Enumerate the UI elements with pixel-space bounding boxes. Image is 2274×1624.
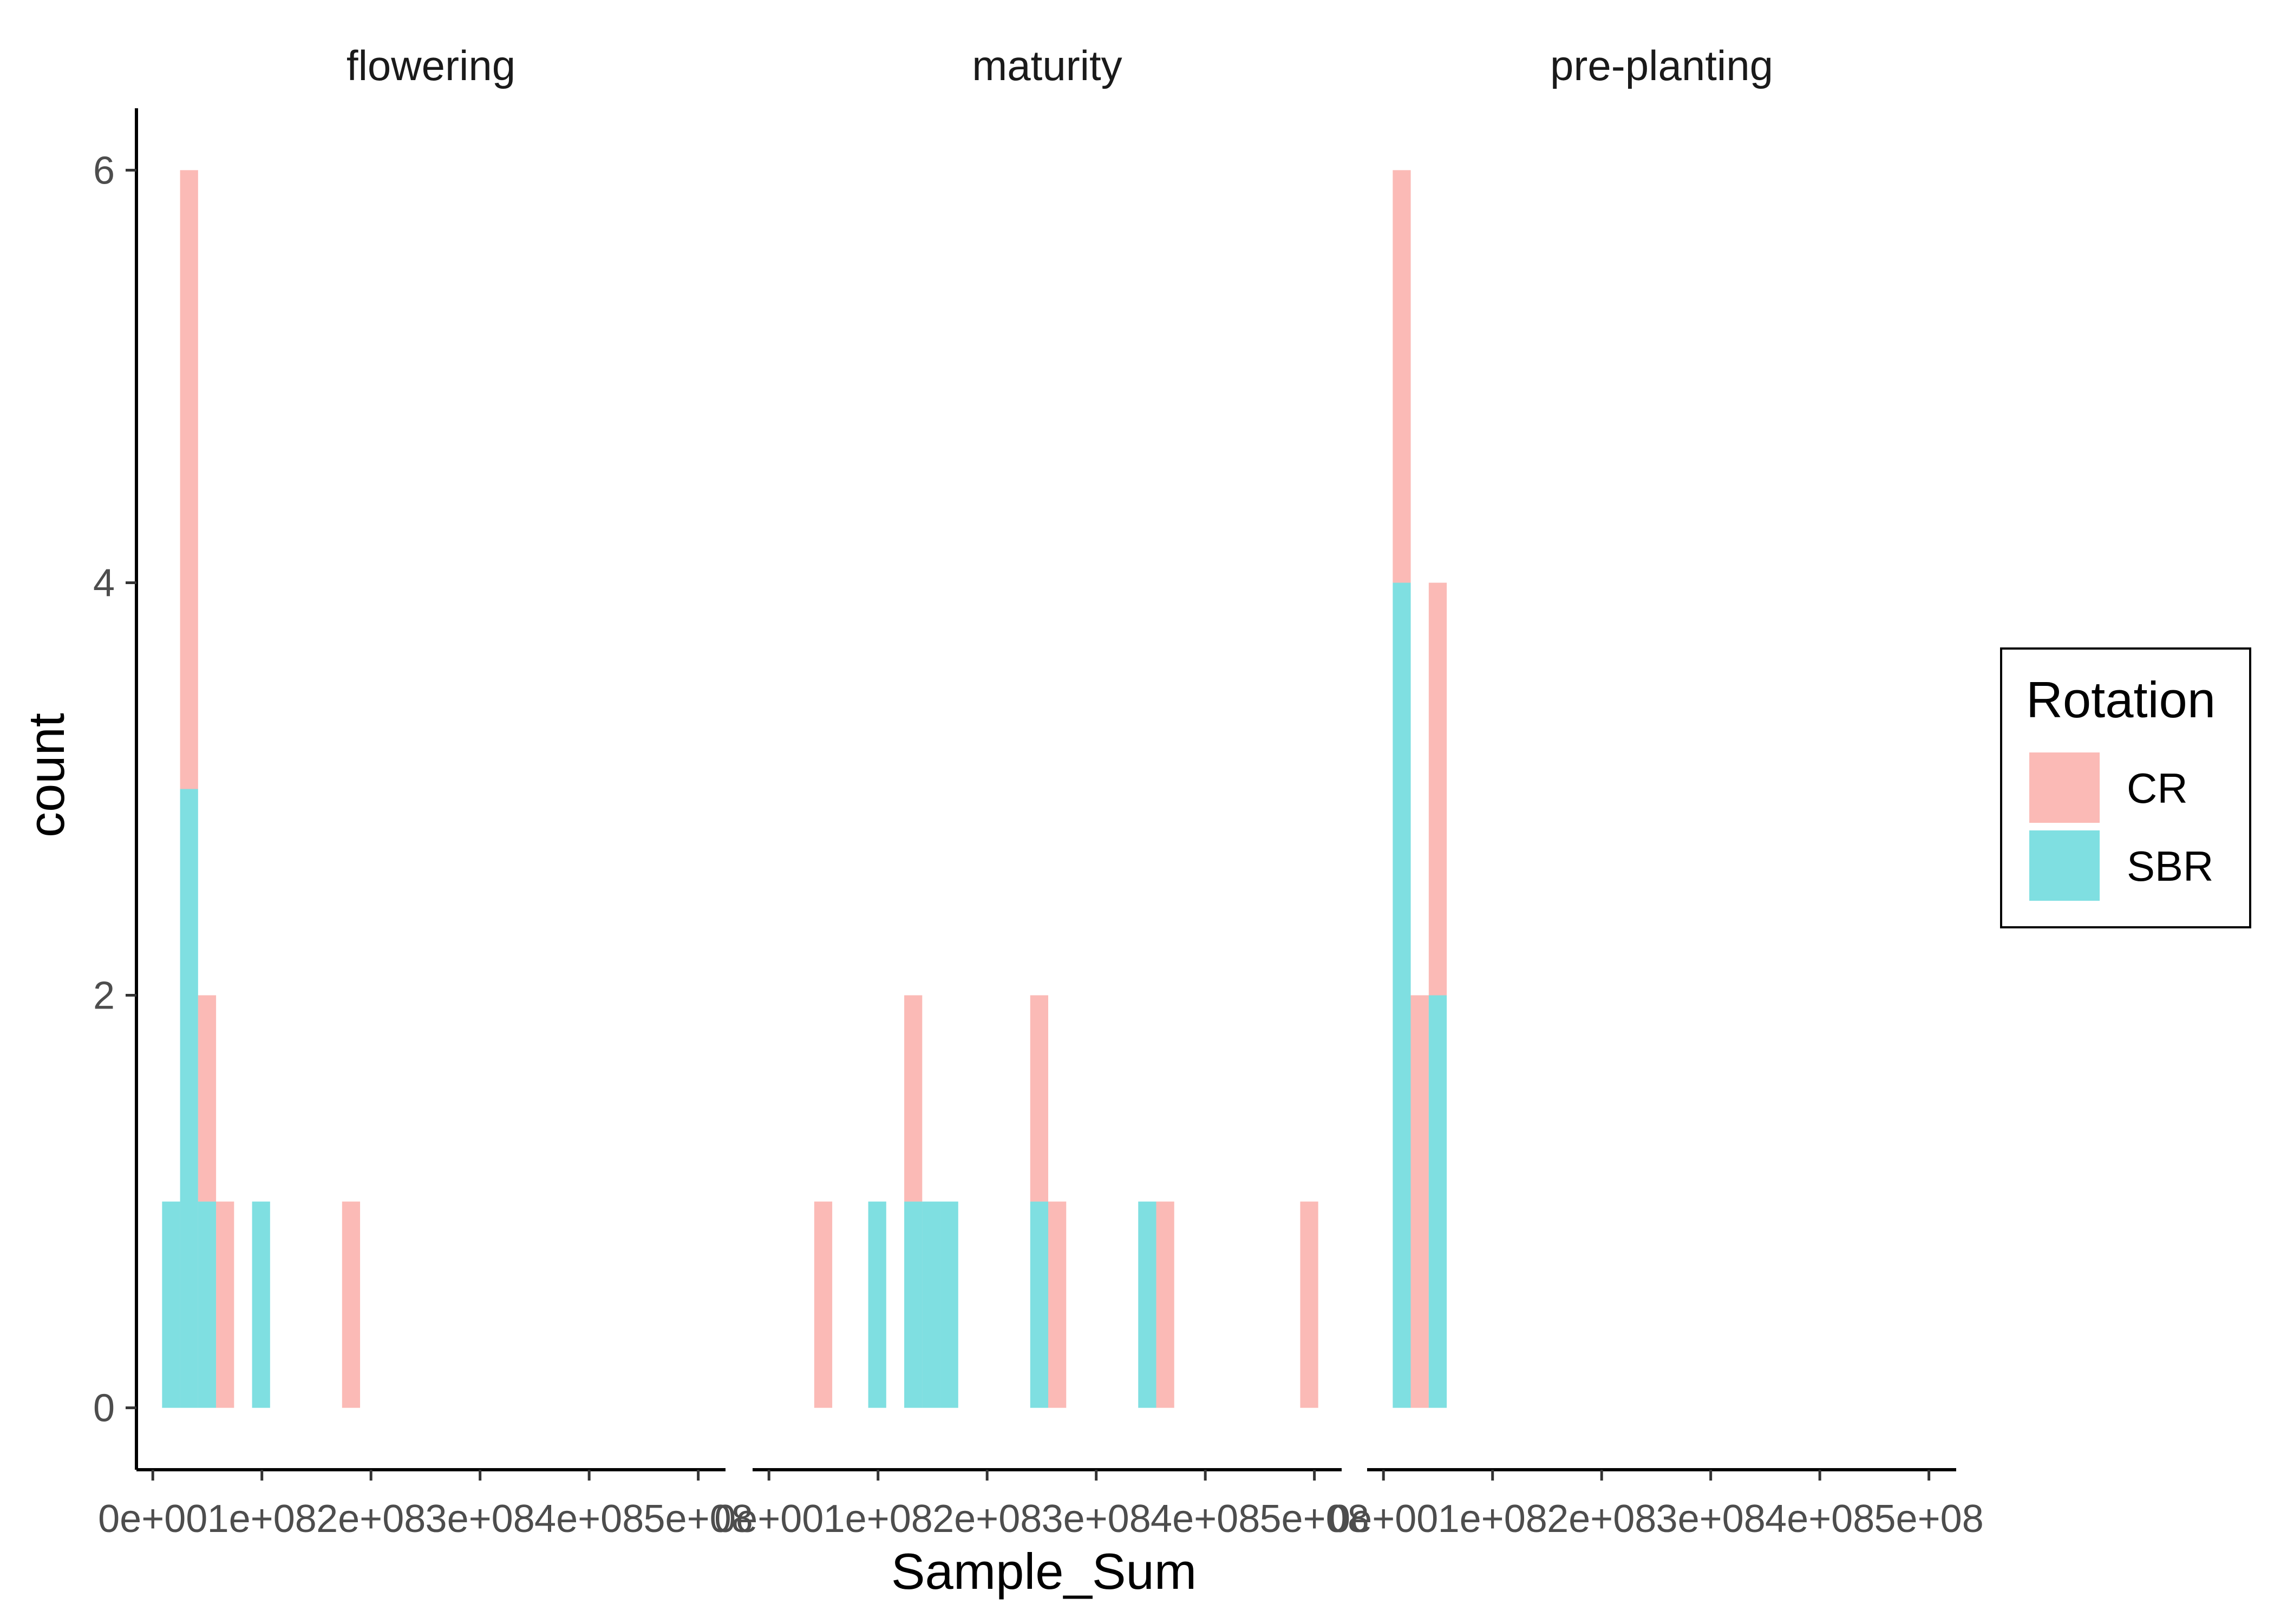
histogram-bar-sbr [252, 1201, 270, 1408]
histogram-bar-sbr [940, 1201, 958, 1408]
histogram-bar-sbr [868, 1201, 886, 1408]
x-tick-label: 5e+08 [1260, 1497, 1369, 1541]
y-axis-title: count [18, 713, 75, 837]
histogram-bar-sbr [904, 1201, 923, 1408]
histogram-bar-sbr [922, 1201, 940, 1408]
x-tick-label: 2e+08 [932, 1497, 1042, 1541]
y-tick-label: 0 [93, 1387, 115, 1430]
legend: Rotation CR SBR [2000, 647, 2251, 928]
legend-key-cr [2029, 752, 2100, 823]
x-tick-label: 2e+08 [1547, 1497, 1656, 1541]
histogram-bar-cr [1428, 582, 1447, 996]
x-tick-label: 3e+08 [426, 1497, 535, 1541]
histogram-bar-sbr [1428, 995, 1447, 1408]
legend-title: Rotation [2026, 671, 2216, 728]
x-tick-label: 0e+00 [98, 1497, 207, 1541]
facet-panel-flowering: flowering 0e+00 1e+08 2e+08 3e+08 4e+08 5e+08 [98, 42, 753, 1541]
histogram-bar-cr [1048, 1201, 1067, 1408]
x-tick-label: 5e+08 [644, 1497, 753, 1541]
facet-strip-label: pre-planting [1550, 42, 1773, 89]
histogram-bar-sbr [1393, 582, 1411, 1408]
histogram-bar-sbr [162, 1201, 180, 1408]
x-tick-label: 1e+08 [207, 1497, 317, 1541]
y-axis: 0 2 4 6 [93, 108, 138, 1470]
histogram-bar-cr [198, 995, 217, 1202]
x-tick-label: 0e+00 [714, 1497, 824, 1541]
x-tick-label: 1e+08 [1438, 1497, 1547, 1541]
histogram-bar-sbr [1030, 1201, 1049, 1408]
x-tick-label: 4e+08 [1151, 1497, 1260, 1541]
histogram-bar-cr [1030, 995, 1049, 1202]
y-tick-label: 6 [93, 149, 115, 192]
x-tick-label: 2e+08 [316, 1497, 426, 1541]
x-tick-label: 1e+08 [824, 1497, 933, 1541]
legend-label-cr: CR [2127, 764, 2188, 812]
x-tick-label: 3e+08 [1656, 1497, 1766, 1541]
histogram-bar-cr [180, 170, 198, 789]
histogram-bar-cr [1156, 1201, 1174, 1408]
x-tick-label: 5e+08 [1874, 1497, 1984, 1541]
facet-panel-maturity: maturity 0e+00 1e+08 2e+08 3e+08 4e+08 5e+08 [714, 42, 1369, 1541]
facet-strip-label: maturity [972, 42, 1122, 89]
x-tick-label: 3e+08 [1042, 1497, 1151, 1541]
legend-key-sbr [2029, 830, 2100, 901]
facet-panel-pre-planting: pre-planting 0e+00 1e+08 2e+08 3e+08 4e+08 5e+… [1329, 42, 1984, 1541]
histogram-bar-cr [1393, 170, 1411, 583]
histogram-bar-cr [216, 1201, 234, 1408]
y-tick-label: 2 [93, 974, 115, 1018]
x-tick-label: 4e+08 [1765, 1497, 1874, 1541]
x-tick-label: 4e+08 [534, 1497, 644, 1541]
histogram-bar-sbr [180, 789, 198, 1408]
facet-strip-label: flowering [347, 42, 515, 89]
histogram-bar-sbr [198, 1201, 217, 1408]
histogram-bar-cr [1410, 995, 1429, 1408]
histogram-bar-cr [1300, 1201, 1318, 1408]
histogram-bar-cr [342, 1201, 361, 1408]
histogram-bar-cr [904, 995, 923, 1202]
x-tick-label: 0e+00 [1329, 1497, 1438, 1541]
histogram-bar-cr [814, 1201, 833, 1408]
histogram-bar-sbr [1138, 1201, 1156, 1408]
y-tick-label: 4 [93, 561, 115, 605]
legend-label-sbr: SBR [2127, 842, 2213, 890]
x-axis-title: Sample_Sum [891, 1543, 1197, 1600]
